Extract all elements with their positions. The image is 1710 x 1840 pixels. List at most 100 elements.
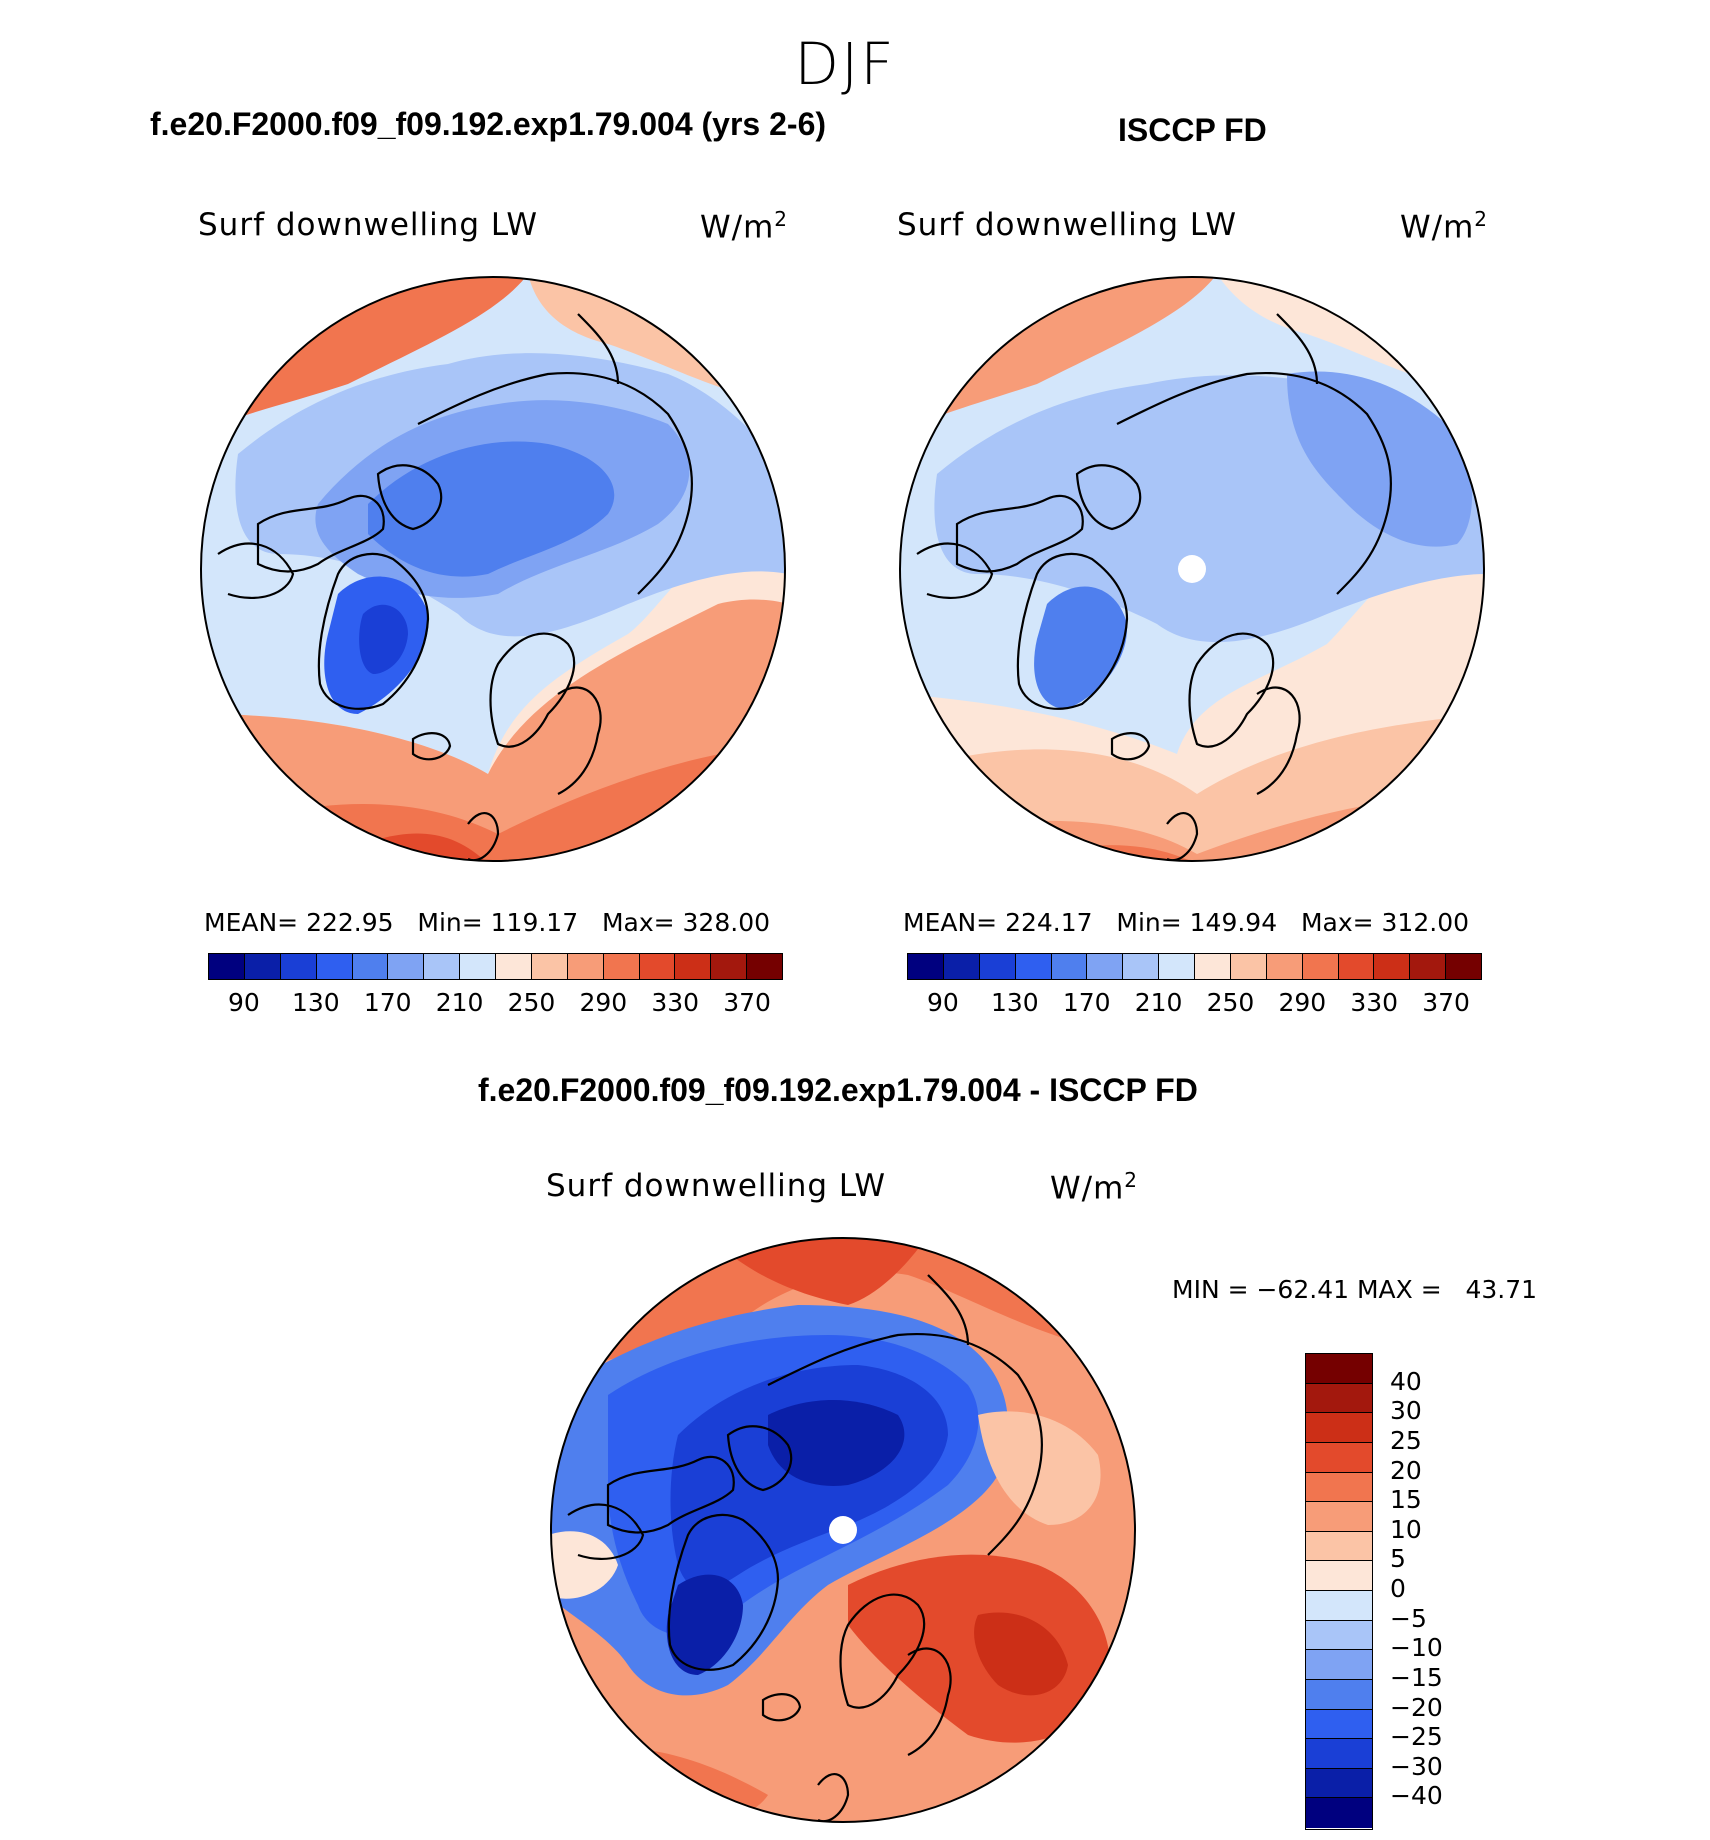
colorbar-swatch [1306,1739,1372,1769]
panel1-colorbar-labels: 90 130 170 210 250 290 330 370 [208,988,783,1020]
colorbar-swatch [908,954,944,979]
colorbar-tick-label: 90 [927,988,959,1017]
colorbar-swatch [280,954,317,979]
panel3-units: W/m2 [1050,1168,1139,1207]
colorbar-tick-label: 170 [363,988,412,1017]
colorbar-tick-label: 210 [1134,988,1183,1017]
panel3-title: f.e20.F2000.f09_f09.192.exp1.79.004 - IS… [478,1072,1198,1108]
colorbar-tick-label: 130 [291,988,340,1017]
colorbar-tick-label: 370 [723,988,771,1017]
colorbar-swatch [460,954,496,979]
colorbar-swatch [1306,1620,1372,1651]
panel3-variable: Surf downwelling LW [546,1168,887,1204]
colorbar-swatch [1306,1354,1372,1384]
colorbar-tick-label: 25 [1390,1425,1422,1455]
colorbar-swatch [979,954,1016,979]
colorbar-swatch [567,954,604,979]
colorbar-tick-label: −25 [1390,1722,1443,1752]
colorbar-swatch [531,954,568,979]
panel1-stats: MEAN= 222.95 Min= 119.17 Max= 328.00 [204,908,771,937]
panel2-colorbar [907,953,1482,980]
panel1-map [200,276,786,862]
panel3-stats: MIN = −62.41 MAX = 43.71 [1172,1275,1538,1304]
colorbar-swatch [1195,954,1231,979]
colorbar-tick-label: −10 [1390,1633,1443,1663]
colorbar-tick-label: 330 [1350,988,1399,1017]
colorbar-swatch [1266,954,1303,979]
colorbar-swatch [1306,1591,1372,1621]
colorbar-tick-label: 250 [1206,988,1255,1017]
colorbar-tick-label: −40 [1390,1781,1443,1811]
colorbar-swatch [209,954,245,979]
season-title: DJF [794,30,896,98]
colorbar-swatch [244,954,281,979]
panel1-colorbar [208,953,783,980]
colorbar-swatch [1051,954,1088,979]
panel2-variable: Surf downwelling LW [897,207,1238,243]
colorbar-swatch [1338,954,1375,979]
colorbar-swatch [1306,1442,1372,1473]
panel2-map [899,276,1485,862]
colorbar-swatch [1410,954,1447,979]
panel1-title: f.e20.F2000.f09_f09.192.exp1.79.004 (yrs… [150,106,827,142]
colorbar-tick-label: −15 [1390,1662,1443,1692]
panel3-map [550,1237,1136,1823]
colorbar-swatch [1306,1798,1372,1828]
panel1-variable: Surf downwelling LW [198,207,539,243]
panel3-colorbar-labels: 40 30 25 20 15 10 5 0 −5 −10 −15 −20 −25 −30 −40 [1390,1353,1510,1830]
colorbar-tick-label: 90 [228,988,260,1017]
panel2-title: ISCCP FD [1118,112,1267,148]
colorbar-tick-label: 290 [1278,988,1327,1017]
colorbar-tick-label: 290 [579,988,628,1017]
colorbar-swatch [603,954,640,979]
colorbar-swatch [1306,1472,1372,1503]
colorbar-tick-label: 0 [1390,1574,1406,1603]
colorbar-swatch [352,954,389,979]
colorbar-tick-label: 10 [1390,1514,1422,1544]
colorbar-swatch [1374,954,1411,979]
colorbar-swatch [1306,1531,1372,1562]
colorbar-tick-label: 40 [1390,1366,1422,1396]
colorbar-tick-label: −30 [1390,1751,1443,1781]
colorbar-tick-label: 250 [507,988,556,1017]
colorbar-tick-label: 370 [1422,988,1470,1017]
colorbar-swatch [675,954,712,979]
colorbar-swatch [1159,954,1195,979]
colorbar-tick-label: −20 [1390,1692,1443,1722]
colorbar-tick-label: 330 [651,988,700,1017]
colorbar-swatch [1306,1650,1372,1680]
panel3-colorbar [1305,1353,1373,1830]
colorbar-tick-label: 5 [1390,1544,1406,1574]
colorbar-swatch [1230,954,1267,979]
colorbar-tick-label: 30 [1390,1396,1422,1426]
colorbar-swatch [1306,1383,1372,1414]
colorbar-swatch [1306,1413,1372,1443]
colorbar-swatch [1123,954,1160,979]
panel1-units: W/m2 [700,207,789,246]
colorbar-tick-label: 170 [1062,988,1111,1017]
colorbar-swatch [496,954,532,979]
colorbar-swatch [1087,954,1124,979]
colorbar-tick-label: −5 [1390,1603,1427,1633]
colorbar-swatch [1306,1561,1372,1591]
colorbar-swatch [747,954,782,979]
colorbar-tick-label: 130 [990,988,1039,1017]
colorbar-tick-label: 15 [1390,1485,1422,1515]
colorbar-swatch [1306,1709,1372,1740]
panel2-colorbar-labels: 90 130 170 210 250 290 330 370 [907,988,1482,1020]
colorbar-swatch [1015,954,1052,979]
colorbar-swatch [1446,954,1481,979]
colorbar-tick-label: 210 [435,988,484,1017]
colorbar-tick-label: 20 [1390,1455,1422,1485]
colorbar-swatch [1306,1502,1372,1532]
panel2-units: W/m2 [1400,207,1489,246]
colorbar-swatch [943,954,980,979]
colorbar-swatch [388,954,425,979]
colorbar-swatch [424,954,461,979]
colorbar-swatch [1306,1679,1372,1710]
colorbar-swatch [711,954,748,979]
colorbar-swatch [316,954,353,979]
colorbar-swatch [1306,1768,1372,1799]
colorbar-swatch [1302,954,1339,979]
colorbar-swatch [639,954,676,979]
